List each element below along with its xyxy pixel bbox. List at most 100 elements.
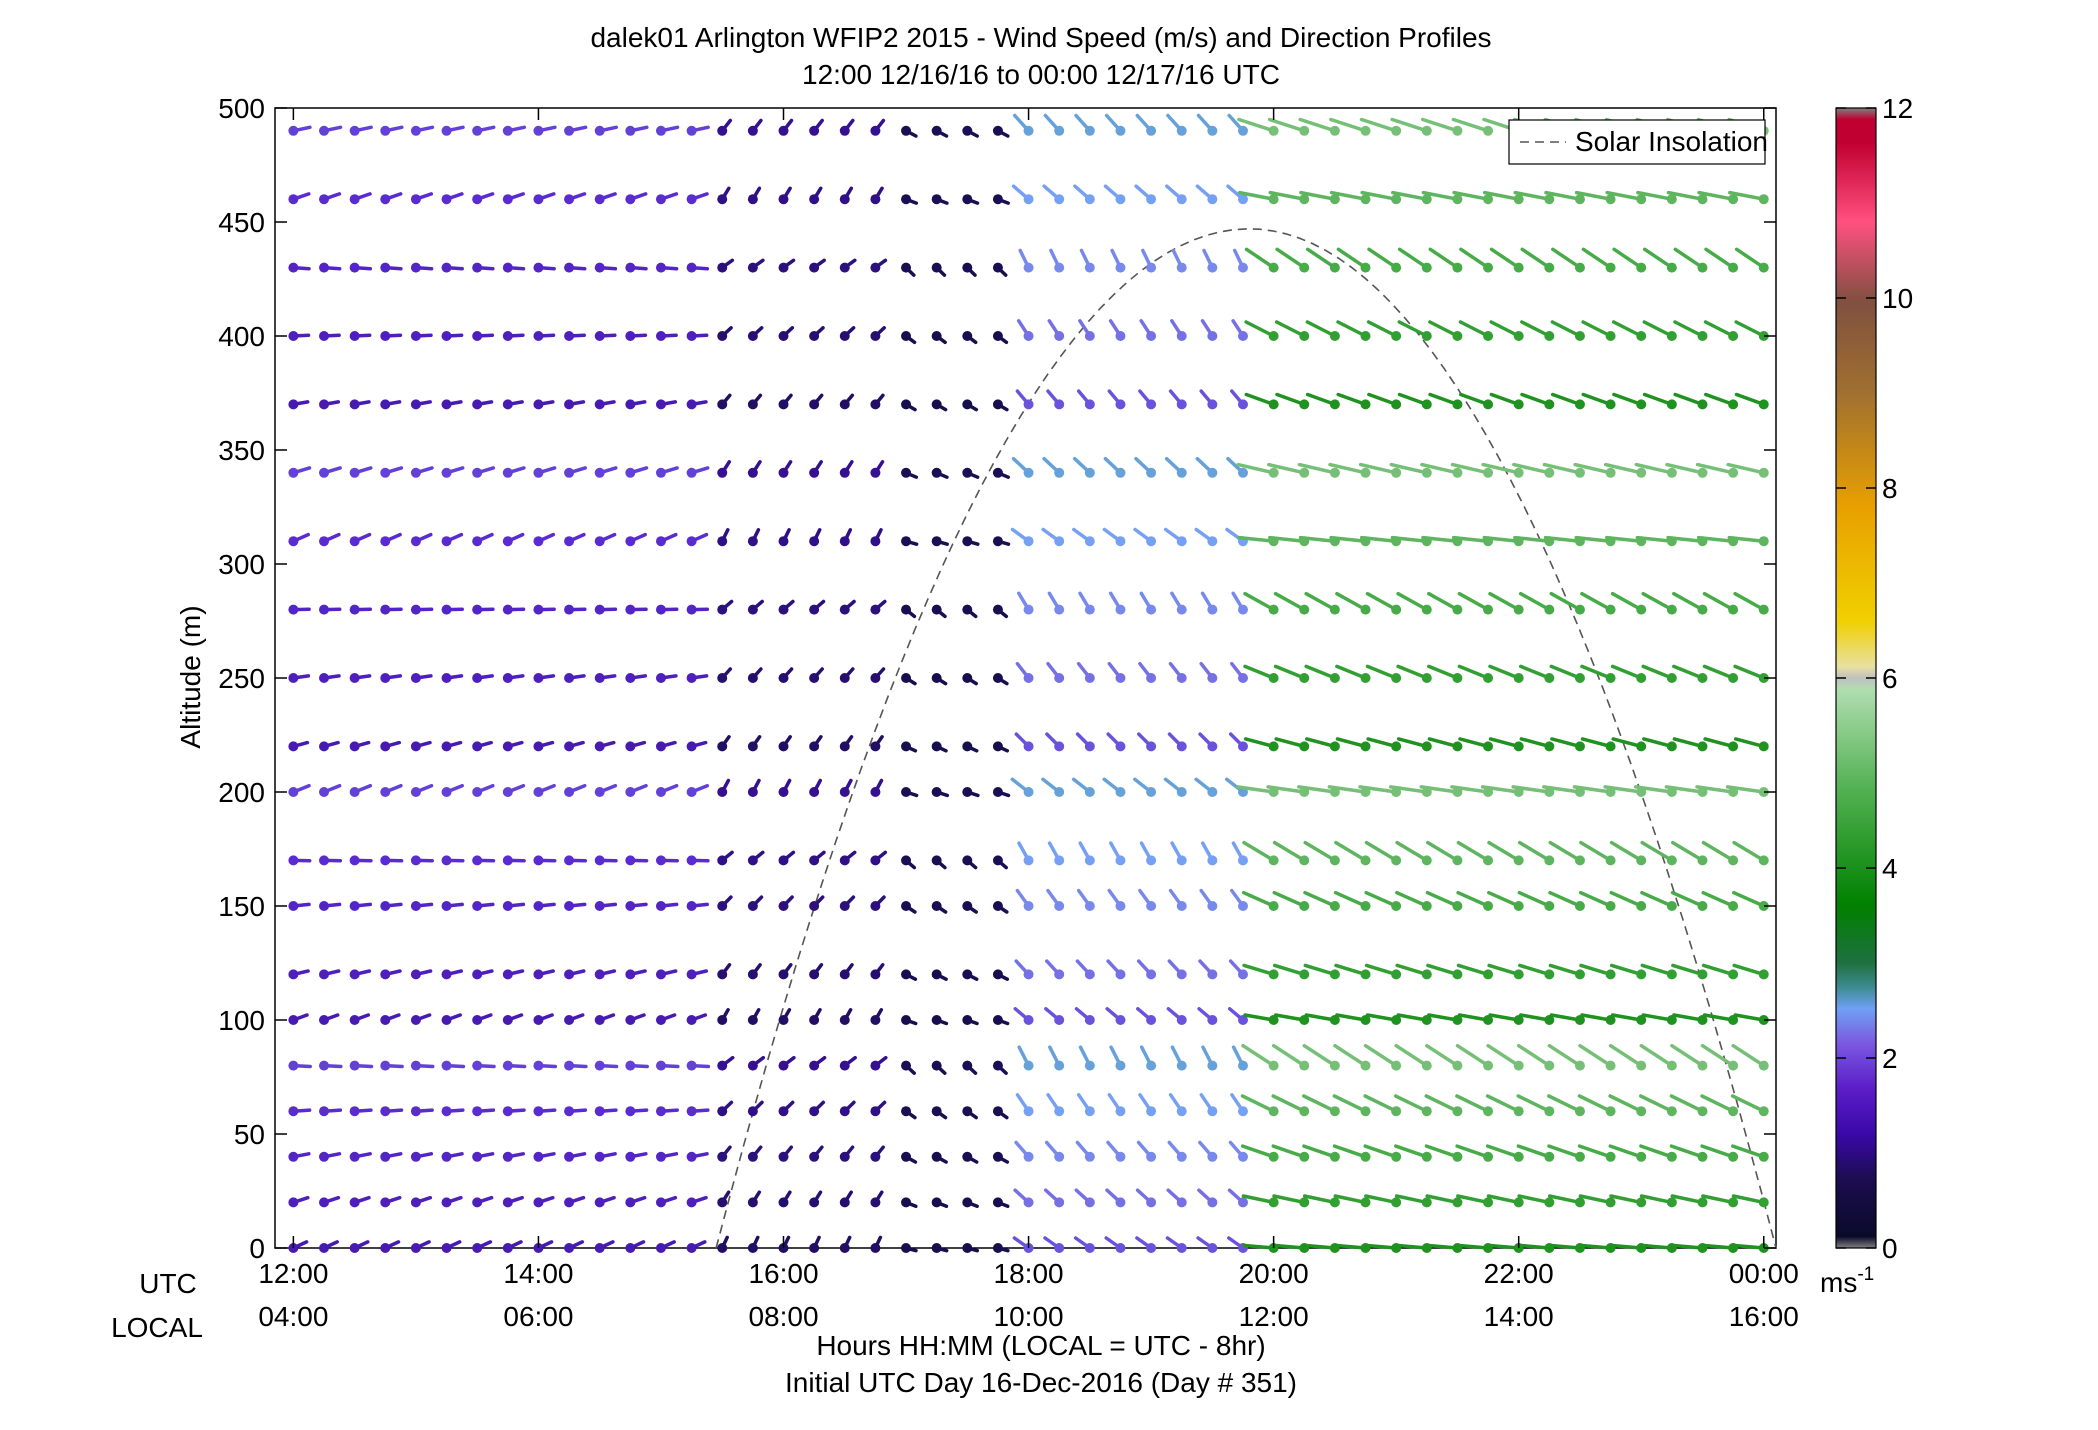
wind-barb-point [1575, 673, 1585, 683]
wind-barb-point [1606, 605, 1616, 615]
wind-barb-point [1483, 605, 1493, 615]
wind-barb-point [1054, 536, 1064, 546]
wind-barb-point [809, 399, 819, 409]
wind-barb-point [1269, 901, 1279, 911]
wind-barb-point [993, 605, 1003, 615]
wind-barb-point [1024, 1152, 1034, 1162]
wind-barb-point [1483, 969, 1493, 979]
wind-barb-point [932, 399, 942, 409]
wind-barb-point [472, 194, 482, 204]
wind-barb-point [993, 855, 1003, 865]
y-tick-label: 300 [218, 549, 265, 580]
wind-barb-point [288, 1152, 298, 1162]
wind-barb-point [625, 1061, 635, 1071]
wind-barb-point [656, 855, 666, 865]
wind-barb-point [503, 1197, 513, 1207]
wind-barb-point [595, 468, 605, 478]
wind-barb-stick [1704, 843, 1734, 861]
wind-barb-point [1452, 1152, 1462, 1162]
wind-barb-point [1728, 1061, 1738, 1071]
wind-barb-point [411, 1015, 421, 1025]
wind-barb-point [1422, 605, 1432, 615]
wind-barb-point [319, 605, 329, 615]
wind-barb-point [564, 1015, 574, 1025]
wind-barb-point [595, 673, 605, 683]
wind-barb-point [533, 1152, 543, 1162]
wind-barb-point [1636, 1197, 1646, 1207]
wind-barb-point [1085, 605, 1095, 615]
wind-barb-point [1636, 1152, 1646, 1162]
wind-barb-point [1146, 1197, 1156, 1207]
wind-barb-point [962, 1243, 972, 1253]
wind-barb-point [1269, 855, 1279, 865]
wind-barb-point [656, 468, 666, 478]
wind-barb-point [1207, 741, 1217, 751]
wind-barb-point [1575, 855, 1585, 865]
wind-barb-point [1667, 855, 1677, 865]
wind-barb-point [288, 1015, 298, 1025]
wind-barb-point [687, 331, 697, 341]
wind-barb-point [1115, 331, 1125, 341]
wind-barb-point [1299, 126, 1309, 136]
wind-barb-point [411, 194, 421, 204]
wind-barb-point [1606, 468, 1616, 478]
wind-barb-point [442, 1061, 452, 1071]
wind-barb-point [1452, 1061, 1462, 1071]
wind-barb-point [870, 536, 880, 546]
wind-barb-point [1177, 1106, 1187, 1116]
wind-barb-point [1361, 1152, 1371, 1162]
wind-barb-point [1606, 1106, 1616, 1116]
wind-barb-point [595, 969, 605, 979]
wind-barb-point [687, 126, 697, 136]
wind-barb-point [350, 536, 360, 546]
wind-barb-point [1115, 741, 1125, 751]
wind-barb-point [717, 605, 727, 615]
wind-barb-point [1575, 741, 1585, 751]
wind-barb-point [1207, 787, 1217, 797]
wind-barb-point [1085, 399, 1095, 409]
wind-barb-point [687, 1015, 697, 1025]
wind-barb-point [564, 1243, 574, 1253]
wind-barb-point [380, 741, 390, 751]
wind-barb-point [1207, 331, 1217, 341]
wind-barb-point [380, 605, 390, 615]
wind-barb-point [932, 673, 942, 683]
wind-barb-point [1483, 1197, 1493, 1207]
wind-barb-point [687, 787, 697, 797]
wind-barb-point [350, 399, 360, 409]
wind-barb-point [779, 741, 789, 751]
wind-barb-point [288, 536, 298, 546]
wind-barb-point [687, 1152, 697, 1162]
wind-barb-point [472, 536, 482, 546]
wind-barb-point [840, 126, 850, 136]
wind-barb-point [1452, 673, 1462, 683]
wind-barb-point [1422, 673, 1432, 683]
wind-barb-point [1697, 1061, 1707, 1071]
wind-barb-point [1391, 605, 1401, 615]
wind-barb-point [1452, 331, 1462, 341]
wind-barb-point [288, 901, 298, 911]
wind-barb-point [840, 605, 850, 615]
wind-barb-point [656, 1061, 666, 1071]
wind-barb-point [442, 263, 452, 273]
wind-barb-point [595, 901, 605, 911]
wind-barb-point [779, 1015, 789, 1025]
wind-barb-point [1115, 468, 1125, 478]
wind-barb-point [1361, 1061, 1371, 1071]
wind-barb-point [1452, 126, 1462, 136]
wind-barb-point [1636, 969, 1646, 979]
wind-barb-point [350, 331, 360, 341]
wind-barb-point [442, 741, 452, 751]
wind-barb-point [1238, 855, 1248, 865]
wind-barb-point [288, 741, 298, 751]
wind-barb-point [288, 1061, 298, 1071]
wind-barb-point [901, 1152, 911, 1162]
wind-barb-point [1146, 605, 1156, 615]
wind-barb-point [595, 1152, 605, 1162]
wind-barb-point [1207, 1152, 1217, 1162]
wind-barb-stick [1549, 1046, 1580, 1066]
wind-barb-point [809, 741, 819, 751]
wind-barb-point [1544, 673, 1554, 683]
wind-barb-point [809, 263, 819, 273]
wind-barb-point [656, 126, 666, 136]
